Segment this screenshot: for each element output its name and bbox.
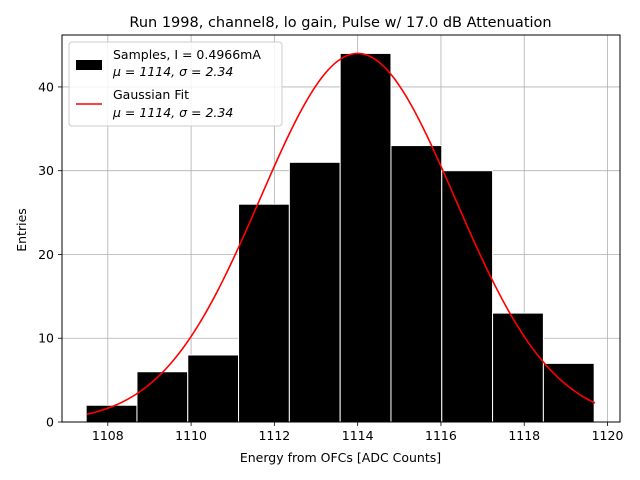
gaussian-fit-curve xyxy=(86,52,596,415)
legend-detail-fit: μ = 1114, σ = 2.34 xyxy=(112,105,233,120)
histogram-bar xyxy=(390,145,443,423)
histogram-bar xyxy=(542,362,595,423)
histogram-bar xyxy=(492,312,544,423)
x-tick-label: 1118 xyxy=(508,428,540,443)
x-axis-label: Energy from OFCs [ADC Counts] xyxy=(240,450,441,465)
histogram-bar xyxy=(187,354,240,423)
legend-detail-samples: μ = 1114, σ = 2.34 xyxy=(112,64,233,79)
legend: Samples, I = 0.4966mA μ = 1114, σ = 2.34… xyxy=(68,41,283,127)
x-tick-label: 1120 xyxy=(592,428,624,443)
legend-box xyxy=(68,41,283,127)
y-tick-label: 40 xyxy=(38,79,54,94)
x-tick-label: 1108 xyxy=(92,428,124,443)
histogram-bar xyxy=(441,170,494,423)
legend-label-fit: Gaussian Fit xyxy=(113,87,189,102)
histogram-bar xyxy=(288,161,341,423)
y-tick-label: 0 xyxy=(46,415,54,430)
y-tick-label: 10 xyxy=(38,331,54,346)
x-tick-label: 1116 xyxy=(425,428,457,443)
legend-label-samples: Samples, I = 0.4966mA xyxy=(113,47,261,62)
axes-frame xyxy=(61,34,621,423)
histogram-bar xyxy=(85,404,138,423)
histogram-bars xyxy=(85,52,595,423)
y-tick-label: 30 xyxy=(38,163,54,178)
histogram-bar xyxy=(136,371,189,423)
x-tick-label: 1110 xyxy=(175,428,207,443)
x-tick-label: 1114 xyxy=(342,428,374,443)
gaussian-fit-layer xyxy=(86,52,596,415)
chart-title: Run 1998, channel8, lo gain, Pulse w/ 17… xyxy=(129,15,551,31)
y-tick-label: 20 xyxy=(38,247,54,262)
x-tick-label: 1112 xyxy=(258,428,290,443)
y-axis-ticks: 0 10 20 30 40 xyxy=(38,79,62,430)
x-axis-ticks: 1108 1110 1112 1114 1116 1118 1120 xyxy=(92,422,624,443)
legend-swatch-samples xyxy=(76,60,102,70)
histogram-bar xyxy=(339,52,392,423)
histogram-bar xyxy=(238,203,290,423)
y-axis-label: Entries xyxy=(14,208,29,252)
